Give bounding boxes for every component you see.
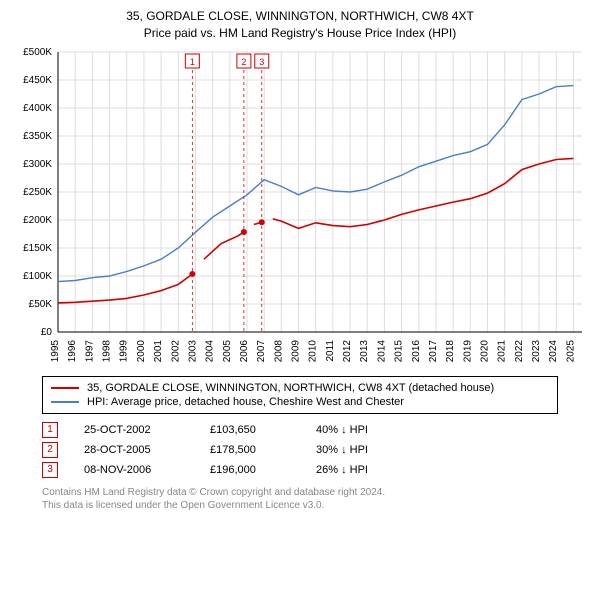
svg-text:2019: 2019	[462, 339, 473, 362]
svg-text:2025: 2025	[565, 339, 576, 362]
legend-row: HPI: Average price, detached house, Ches…	[51, 395, 549, 409]
svg-text:3: 3	[259, 57, 264, 67]
table-row: 3 08-NOV-2006 £196,000 26% ↓ HPI	[42, 460, 558, 480]
legend-row: 35, GORDALE CLOSE, WINNINGTON, NORTHWICH…	[51, 381, 549, 395]
svg-text:1995: 1995	[50, 339, 61, 362]
svg-text:£400K: £400K	[23, 103, 52, 114]
marker-index-box: 2	[42, 442, 58, 458]
title-line-1: 35, GORDALE CLOSE, WINNINGTON, NORTHWICH…	[12, 8, 588, 25]
svg-text:2017: 2017	[428, 339, 439, 362]
line-chart-svg: £0 £50K £100K £150K £200K £250K £300K £350K £400…	[12, 48, 588, 368]
svg-text:2002: 2002	[170, 339, 181, 362]
table-row: 1 25-OCT-2002 £103,650 40% ↓ HPI	[42, 420, 558, 440]
svg-text:£50K: £50K	[29, 299, 53, 310]
svg-text:2005: 2005	[222, 339, 233, 362]
svg-text:1996: 1996	[67, 339, 78, 362]
figure-container: 35, GORDALE CLOSE, WINNINGTON, NORTHWICH…	[0, 0, 600, 520]
legend: 35, GORDALE CLOSE, WINNINGTON, NORTHWICH…	[42, 376, 558, 414]
svg-text:1998: 1998	[102, 339, 113, 362]
footnote-line-2: This data is licensed under the Open Gov…	[42, 499, 558, 512]
svg-text:1: 1	[190, 57, 195, 67]
svg-text:2022: 2022	[514, 339, 525, 362]
svg-text:2021: 2021	[497, 339, 508, 362]
legend-label: 35, GORDALE CLOSE, WINNINGTON, NORTHWICH…	[87, 382, 494, 394]
legend-label: HPI: Average price, detached house, Ches…	[87, 396, 404, 408]
svg-text:2014: 2014	[376, 339, 387, 362]
svg-text:2001: 2001	[153, 339, 164, 362]
table-row: 2 28-OCT-2005 £178,500 30% ↓ HPI	[42, 440, 558, 460]
footnote: Contains HM Land Registry data © Crown c…	[42, 486, 558, 512]
svg-text:£200K: £200K	[23, 215, 52, 226]
svg-text:£100K: £100K	[23, 271, 52, 282]
svg-text:2007: 2007	[256, 339, 267, 362]
svg-text:2006: 2006	[239, 339, 250, 362]
svg-text:£150K: £150K	[23, 243, 52, 254]
svg-text:2015: 2015	[394, 339, 405, 362]
marker-index: 2	[47, 444, 53, 455]
svg-text:£500K: £500K	[23, 48, 52, 58]
svg-text:1997: 1997	[84, 339, 95, 362]
svg-text:£250K: £250K	[23, 187, 52, 198]
title-line-2: Price paid vs. HM Land Registry's House …	[12, 25, 588, 42]
svg-text:2024: 2024	[548, 339, 559, 362]
svg-text:2000: 2000	[136, 339, 147, 362]
tx-hpi-delta: 30% ↓ HPI	[316, 444, 416, 456]
tx-price: £178,500	[210, 444, 290, 456]
svg-text:2: 2	[241, 57, 246, 67]
svg-text:2023: 2023	[531, 339, 542, 362]
tx-hpi-delta: 40% ↓ HPI	[316, 424, 416, 436]
legend-swatch	[51, 401, 79, 403]
svg-text:2004: 2004	[205, 339, 216, 362]
tx-price: £196,000	[210, 464, 290, 476]
marker-index-box: 3	[42, 462, 58, 478]
marker-index: 3	[47, 464, 53, 475]
tx-hpi-delta: 26% ↓ HPI	[316, 464, 416, 476]
tx-price: £103,650	[210, 424, 290, 436]
svg-text:2018: 2018	[445, 339, 456, 362]
chart-area: £0 £50K £100K £150K £200K £250K £300K £350K £400…	[12, 48, 588, 368]
tx-date: 08-NOV-2006	[84, 464, 184, 476]
legend-swatch	[51, 387, 79, 389]
svg-text:£300K: £300K	[23, 159, 52, 170]
transactions-table: 1 25-OCT-2002 £103,650 40% ↓ HPI 2 28-OC…	[42, 420, 558, 480]
svg-text:£450K: £450K	[23, 75, 52, 86]
svg-text:2011: 2011	[325, 339, 336, 361]
svg-text:2008: 2008	[273, 339, 284, 362]
footnote-line-1: Contains HM Land Registry data © Crown c…	[42, 486, 558, 499]
svg-text:2009: 2009	[291, 339, 302, 362]
marker-index-box: 1	[42, 422, 58, 438]
tx-date: 28-OCT-2005	[84, 444, 184, 456]
svg-text:2020: 2020	[480, 339, 491, 362]
svg-text:£0: £0	[41, 327, 53, 338]
tx-date: 25-OCT-2002	[84, 424, 184, 436]
svg-text:2012: 2012	[342, 339, 353, 362]
svg-text:2013: 2013	[359, 339, 370, 362]
marker-index: 1	[47, 424, 53, 435]
svg-text:1999: 1999	[119, 339, 130, 362]
svg-text:2003: 2003	[187, 339, 198, 362]
svg-text:£350K: £350K	[23, 131, 52, 142]
chart-title: 35, GORDALE CLOSE, WINNINGTON, NORTHWICH…	[12, 8, 588, 42]
svg-text:2010: 2010	[308, 339, 319, 362]
svg-text:2016: 2016	[411, 339, 422, 362]
